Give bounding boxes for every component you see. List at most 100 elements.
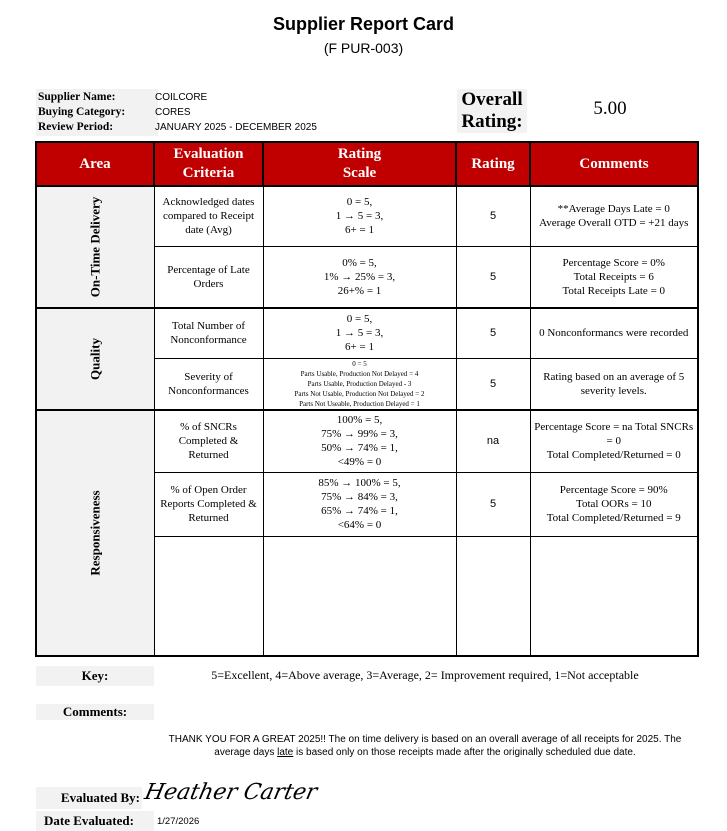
form-code: (F PUR-003): [323, 40, 404, 56]
criteria-cell: Percentage of Late Orders: [153, 245, 264, 309]
table-row: Responsiveness % of SNCRs Completed & Ret…: [35, 409, 699, 657]
area-name: On-Time Delivery: [87, 196, 103, 298]
review-period: JANUARY 2025 - DECEMBER 2025: [155, 122, 317, 133]
page-title: Supplier Report Card: [272, 14, 455, 34]
empty-cell: [262, 535, 457, 657]
scale-line: 75% → 99% = 3,: [321, 428, 398, 441]
comment-line: Average Overall OTD = +21 days: [539, 217, 689, 230]
scale-line: 100% = 5,: [336, 414, 383, 427]
header-rating: Rating: [455, 141, 531, 187]
area-name: Responsiveness: [87, 490, 103, 576]
evaluated-by-label: Evaluated By:: [36, 787, 142, 809]
scale-line: <64% = 0: [337, 519, 382, 531]
signature: Heather Carter: [142, 780, 320, 805]
scale-cell: 0% = 5, 1% → 25% = 3, 26+% = 1: [262, 245, 457, 309]
comment-line: Total Receipts = 6: [573, 270, 654, 283]
area-cell: On-Time Delivery: [35, 185, 155, 309]
scale-line: 6+ = 1: [345, 224, 374, 237]
rating-cell: 5: [455, 307, 531, 359]
rating-cell: na: [455, 409, 531, 473]
header-comments: Comments: [529, 141, 699, 187]
review-period-label: Review Period:: [38, 121, 114, 133]
table-row: Severity of Nonconformances 0 = 5 Parts Us…: [36, 357, 699, 411]
area-name: Quality: [87, 338, 103, 380]
table-row: Percentage of Late Orders 0% = 5, 1% → 25%…: [36, 245, 699, 309]
buying-category-label: Buying Category:: [38, 106, 126, 118]
supplier-labels: Supplier Name: Buying Category: Review P…: [36, 89, 158, 136]
scale-line: 1% → 25% = 3,: [323, 270, 396, 283]
table-row: % of Open Order Reports Completed & Retu…: [36, 471, 699, 537]
scale-line: 0% = 5,: [342, 256, 377, 269]
key-label: Key:: [36, 666, 154, 686]
report-card-table: Area Evaluation Criteria Rating Scale Rati…: [35, 141, 699, 657]
date-evaluated: 1/27/2026: [157, 816, 200, 827]
empty-cell: [153, 535, 264, 657]
scale-line: 0 = 5,: [346, 313, 373, 326]
supplier-name-label: Supplier Name:: [38, 91, 116, 103]
scale-line: 0 = 5: [352, 359, 367, 368]
comment-line: 0 Nonconformancs were recorded: [539, 327, 689, 340]
scale-line: Parts Usable, Production Delayed - 3: [307, 379, 412, 388]
criteria-cell: % of SNCRs Completed & Returned: [153, 409, 264, 473]
scale-line: 1 → 5 = 3,: [335, 327, 384, 340]
scale-cell: 100% = 5, 75% → 99% = 3, 50% → 74% = 1, <49…: [262, 409, 457, 473]
criteria-cell: % of Open Order Reports Completed & Retu…: [153, 471, 264, 537]
area-cell: Responsiveness: [35, 409, 155, 657]
comment-line: Percentage Score = na Total SNCRs = 0: [534, 421, 694, 448]
comments-cell: **Average Days Late = 0 Average Overall O…: [529, 185, 699, 247]
comments-text: THANK YOU FOR A GREAT 2025!! The on time…: [155, 733, 695, 759]
comments-underlined: late: [277, 747, 294, 758]
scale-cell: 0 = 5, 1 → 5 = 3, 6+ = 1: [262, 307, 457, 359]
comment-line: Total Receipts Late = 0: [562, 284, 666, 297]
rating-cell: 5: [455, 245, 531, 309]
table-row: On-Time Delivery Acknowledged dates compa…: [35, 185, 699, 309]
buying-category: CORES: [155, 107, 191, 118]
scale-line: <49% = 0: [337, 456, 382, 469]
scale-line: Parts Usable, Production Not Delayed = 4: [300, 369, 419, 378]
scale-line: 50% → 74% = 1,: [321, 442, 398, 455]
scale-cell: 0 = 5 Parts Usable, Production Not Delaye…: [262, 357, 457, 411]
comment-line: **Average Days Late = 0: [557, 203, 670, 216]
comments-label: Comments:: [36, 704, 154, 720]
empty-cell: [455, 535, 531, 657]
scale-line: 75% → 84% = 3,: [321, 491, 398, 503]
criteria-cell: Severity of Nonconformances: [153, 357, 264, 411]
scale-line: 6+ = 1: [345, 341, 374, 354]
scale-line: 85% → 100% = 5,: [318, 477, 401, 489]
rating-cell: 5: [455, 357, 531, 411]
scale-cell: 0 = 5, 1 → 5 = 3, 6+ = 1: [262, 185, 457, 247]
rating-cell: 5: [455, 471, 531, 537]
supplier-name: COILCORE: [155, 92, 208, 103]
comments-cell: Percentage Score = na Total SNCRs = 0 Tot…: [529, 409, 699, 473]
header-area: Area: [35, 141, 155, 187]
comments-cell: 0 Nonconformancs were recorded: [529, 307, 699, 359]
empty-row: [36, 535, 699, 657]
overall-rating-value: 5.00: [593, 98, 627, 119]
scale-line: 0 = 5,: [346, 196, 373, 209]
header-scale: Rating Scale: [262, 141, 457, 187]
scale-line: 26+% = 1: [337, 284, 382, 297]
comments-part1: THANK YOU FOR A GREAT 2025!! The on time…: [168, 734, 682, 758]
comment-line: Total OORs = 10: [576, 498, 652, 510]
comment-line: Rating based on an average of 5 severity…: [543, 370, 685, 397]
overall-label-line1: Overall: [461, 89, 523, 110]
overall-label-line2: Rating:: [461, 111, 523, 132]
empty-cell: [529, 535, 699, 657]
area-cell: Quality: [35, 307, 155, 411]
scale-cell: 85% → 100% = 5, 75% → 84% = 3, 65% → 74% =…: [262, 471, 457, 537]
table-header-row: Area Evaluation Criteria Rating Scale Rati…: [35, 141, 699, 187]
comment-line: Total Completed/Returned = 9: [546, 512, 681, 524]
comments-part2: is based only on those receipts made aft…: [293, 747, 636, 758]
date-evaluated-label: Date Evaluated:: [36, 811, 154, 831]
scale-line: Parts Not Useable, Production Delayed = …: [299, 399, 420, 408]
comments-cell: Percentage Score = 90% Total OORs = 10 Tot…: [529, 471, 699, 537]
criteria-cell: Total Number of Nonconformance: [153, 307, 264, 359]
header-criteria: Evaluation Criteria: [153, 141, 264, 187]
criteria-cell: Acknowledged dates compared to Receipt d…: [153, 185, 264, 247]
rating-cell: 5: [455, 185, 531, 247]
comment-line: Total Completed/Returned = 0: [546, 449, 681, 462]
supplier-values: COILCORE CORES JANUARY 2025 - DECEMBER 2…: [155, 89, 317, 136]
comments-cell: Rating based on an average of 5 severity…: [529, 357, 699, 411]
scale-line: 65% → 74% = 1,: [321, 505, 398, 517]
